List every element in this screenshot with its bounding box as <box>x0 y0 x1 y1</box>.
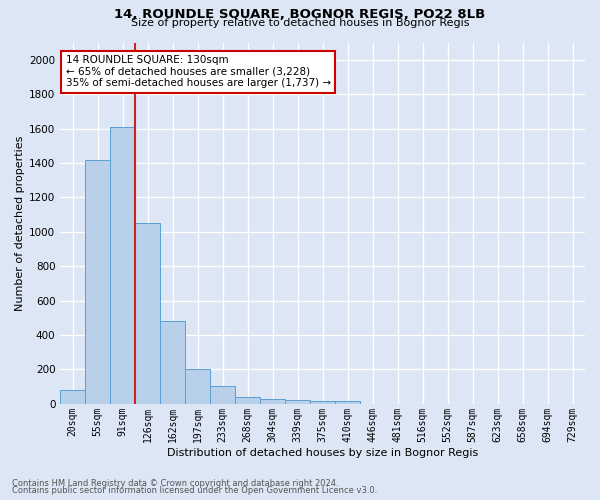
Bar <box>210 386 235 404</box>
Bar <box>135 223 160 404</box>
X-axis label: Distribution of detached houses by size in Bognor Regis: Distribution of detached houses by size … <box>167 448 478 458</box>
Text: 14 ROUNDLE SQUARE: 130sqm
← 65% of detached houses are smaller (3,228)
35% of se: 14 ROUNDLE SQUARE: 130sqm ← 65% of detac… <box>65 55 331 88</box>
Text: Contains HM Land Registry data © Crown copyright and database right 2024.: Contains HM Land Registry data © Crown c… <box>12 478 338 488</box>
Bar <box>235 397 260 404</box>
Bar <box>85 160 110 404</box>
Bar <box>185 370 210 404</box>
Bar <box>110 127 135 404</box>
Text: 14, ROUNDLE SQUARE, BOGNOR REGIS, PO22 8LB: 14, ROUNDLE SQUARE, BOGNOR REGIS, PO22 8… <box>115 8 485 20</box>
Text: Contains public sector information licensed under the Open Government Licence v3: Contains public sector information licen… <box>12 486 377 495</box>
Y-axis label: Number of detached properties: Number of detached properties <box>15 136 25 311</box>
Bar <box>60 390 85 404</box>
Bar <box>160 322 185 404</box>
Bar <box>285 400 310 404</box>
Text: Size of property relative to detached houses in Bognor Regis: Size of property relative to detached ho… <box>131 18 469 28</box>
Bar <box>335 401 360 404</box>
Bar <box>260 399 285 404</box>
Bar <box>310 401 335 404</box>
